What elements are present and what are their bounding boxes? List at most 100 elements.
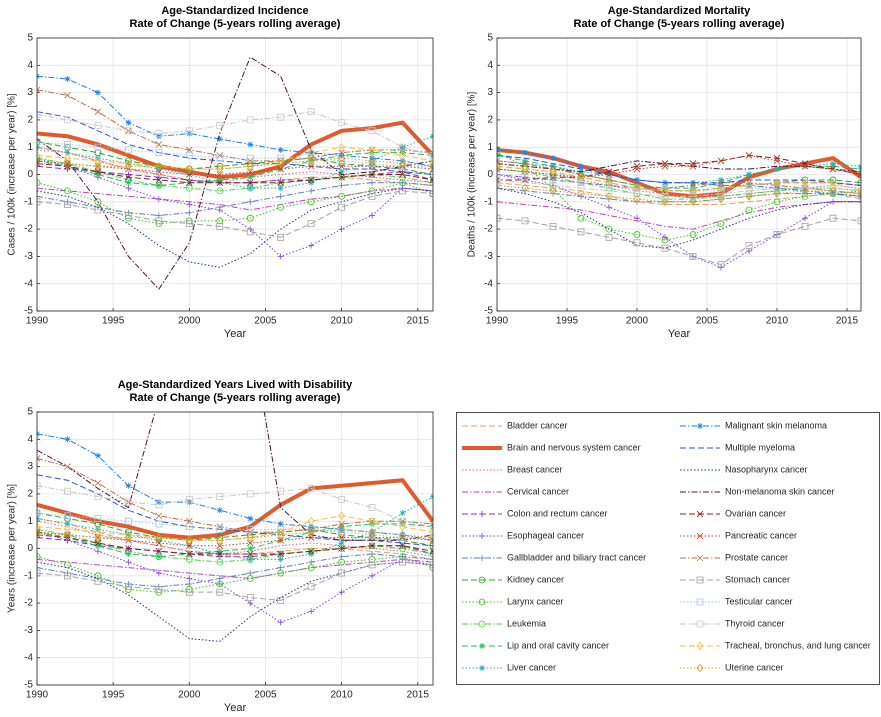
series-line xyxy=(37,187,433,268)
marker xyxy=(661,197,669,207)
marker xyxy=(37,138,41,146)
marker xyxy=(307,583,315,591)
marker xyxy=(94,493,102,501)
marker xyxy=(522,149,528,156)
marker xyxy=(125,559,132,566)
marker xyxy=(186,146,193,154)
marker xyxy=(277,564,284,571)
marker xyxy=(155,149,163,157)
marker xyxy=(857,187,861,195)
marker xyxy=(186,517,193,525)
legend-label: Liver cancer xyxy=(507,662,556,672)
y-tick-label: 4 xyxy=(27,434,33,445)
legend-label: Malignant skin melanoma xyxy=(725,420,827,430)
marker xyxy=(429,547,433,555)
legend-label: Multiple myeloma xyxy=(725,442,795,452)
marker xyxy=(277,179,284,186)
marker xyxy=(338,525,346,534)
marker xyxy=(429,533,433,542)
chart-title: Age-Standardized Years Lived with Disabi… xyxy=(118,379,353,391)
marker xyxy=(246,228,254,236)
marker xyxy=(745,242,753,249)
legend-marker xyxy=(479,511,485,517)
series-line xyxy=(497,187,861,249)
legend-marker xyxy=(478,576,486,584)
marker xyxy=(634,215,640,222)
marker xyxy=(216,154,224,162)
x-tick-label: 1995 xyxy=(556,316,579,327)
marker xyxy=(429,523,433,531)
marker xyxy=(216,580,224,588)
marker xyxy=(37,179,41,187)
marker xyxy=(429,527,433,537)
series-line xyxy=(37,523,433,558)
marker xyxy=(689,186,697,196)
series-line xyxy=(497,168,861,200)
marker xyxy=(801,178,809,187)
marker xyxy=(247,600,254,607)
y-axis-label: Deaths / 100k (increase per year) [%] xyxy=(467,91,478,257)
series-line xyxy=(37,558,433,580)
y-tick-label: 1 xyxy=(487,142,493,153)
y-tick-label: -5 xyxy=(484,306,493,317)
marker xyxy=(216,575,223,582)
marker xyxy=(773,178,781,187)
marker xyxy=(216,542,224,550)
marker xyxy=(857,217,861,225)
marker xyxy=(429,179,433,187)
marker xyxy=(246,490,254,498)
marker xyxy=(246,550,254,558)
legend-label: Prostate cancer xyxy=(725,552,788,562)
legend-marker xyxy=(696,532,704,540)
marker xyxy=(216,588,224,596)
marker xyxy=(216,222,224,230)
marker xyxy=(746,171,752,178)
marker xyxy=(717,220,725,227)
marker xyxy=(497,157,501,165)
marker xyxy=(64,512,71,520)
legend-label: Leukemia xyxy=(507,618,546,628)
marker xyxy=(857,189,861,198)
y-tick-label: 1 xyxy=(27,516,33,527)
marker xyxy=(94,527,102,537)
y-tick-label: -2 xyxy=(24,224,33,235)
x-tick-label: 2005 xyxy=(696,316,719,327)
marker xyxy=(246,575,254,582)
chart-title: Age-Standardized Incidence xyxy=(161,5,308,17)
marker xyxy=(64,116,71,124)
series-line xyxy=(37,512,433,547)
marker xyxy=(94,526,101,533)
marker xyxy=(277,527,285,537)
legend-box xyxy=(456,412,880,685)
marker xyxy=(185,164,193,174)
marker xyxy=(368,517,376,525)
marker xyxy=(155,130,163,137)
legend-label: Gallbladder and biliary tract cancer xyxy=(507,552,646,562)
y-tick-label: -3 xyxy=(484,251,493,262)
x-tick-label: 2010 xyxy=(330,316,353,327)
marker xyxy=(37,160,41,167)
series-line xyxy=(37,182,433,216)
marker xyxy=(497,149,501,156)
series-line xyxy=(497,154,861,181)
marker xyxy=(277,520,284,527)
marker xyxy=(368,192,376,200)
marker xyxy=(216,179,224,186)
marker xyxy=(308,187,315,194)
marker xyxy=(773,198,781,206)
legend-label: Tracheal, bronchus, and lung cancer xyxy=(725,640,871,650)
marker xyxy=(429,151,433,159)
marker xyxy=(829,214,837,222)
marker xyxy=(155,196,162,203)
marker xyxy=(338,528,346,536)
marker xyxy=(186,179,193,186)
marker xyxy=(37,564,40,571)
marker xyxy=(429,162,433,171)
marker xyxy=(308,608,315,615)
marker xyxy=(497,171,500,178)
marker xyxy=(277,146,284,153)
marker xyxy=(185,151,193,159)
marker xyxy=(216,204,223,211)
marker xyxy=(605,192,613,201)
y-tick-label: 2 xyxy=(27,489,33,500)
